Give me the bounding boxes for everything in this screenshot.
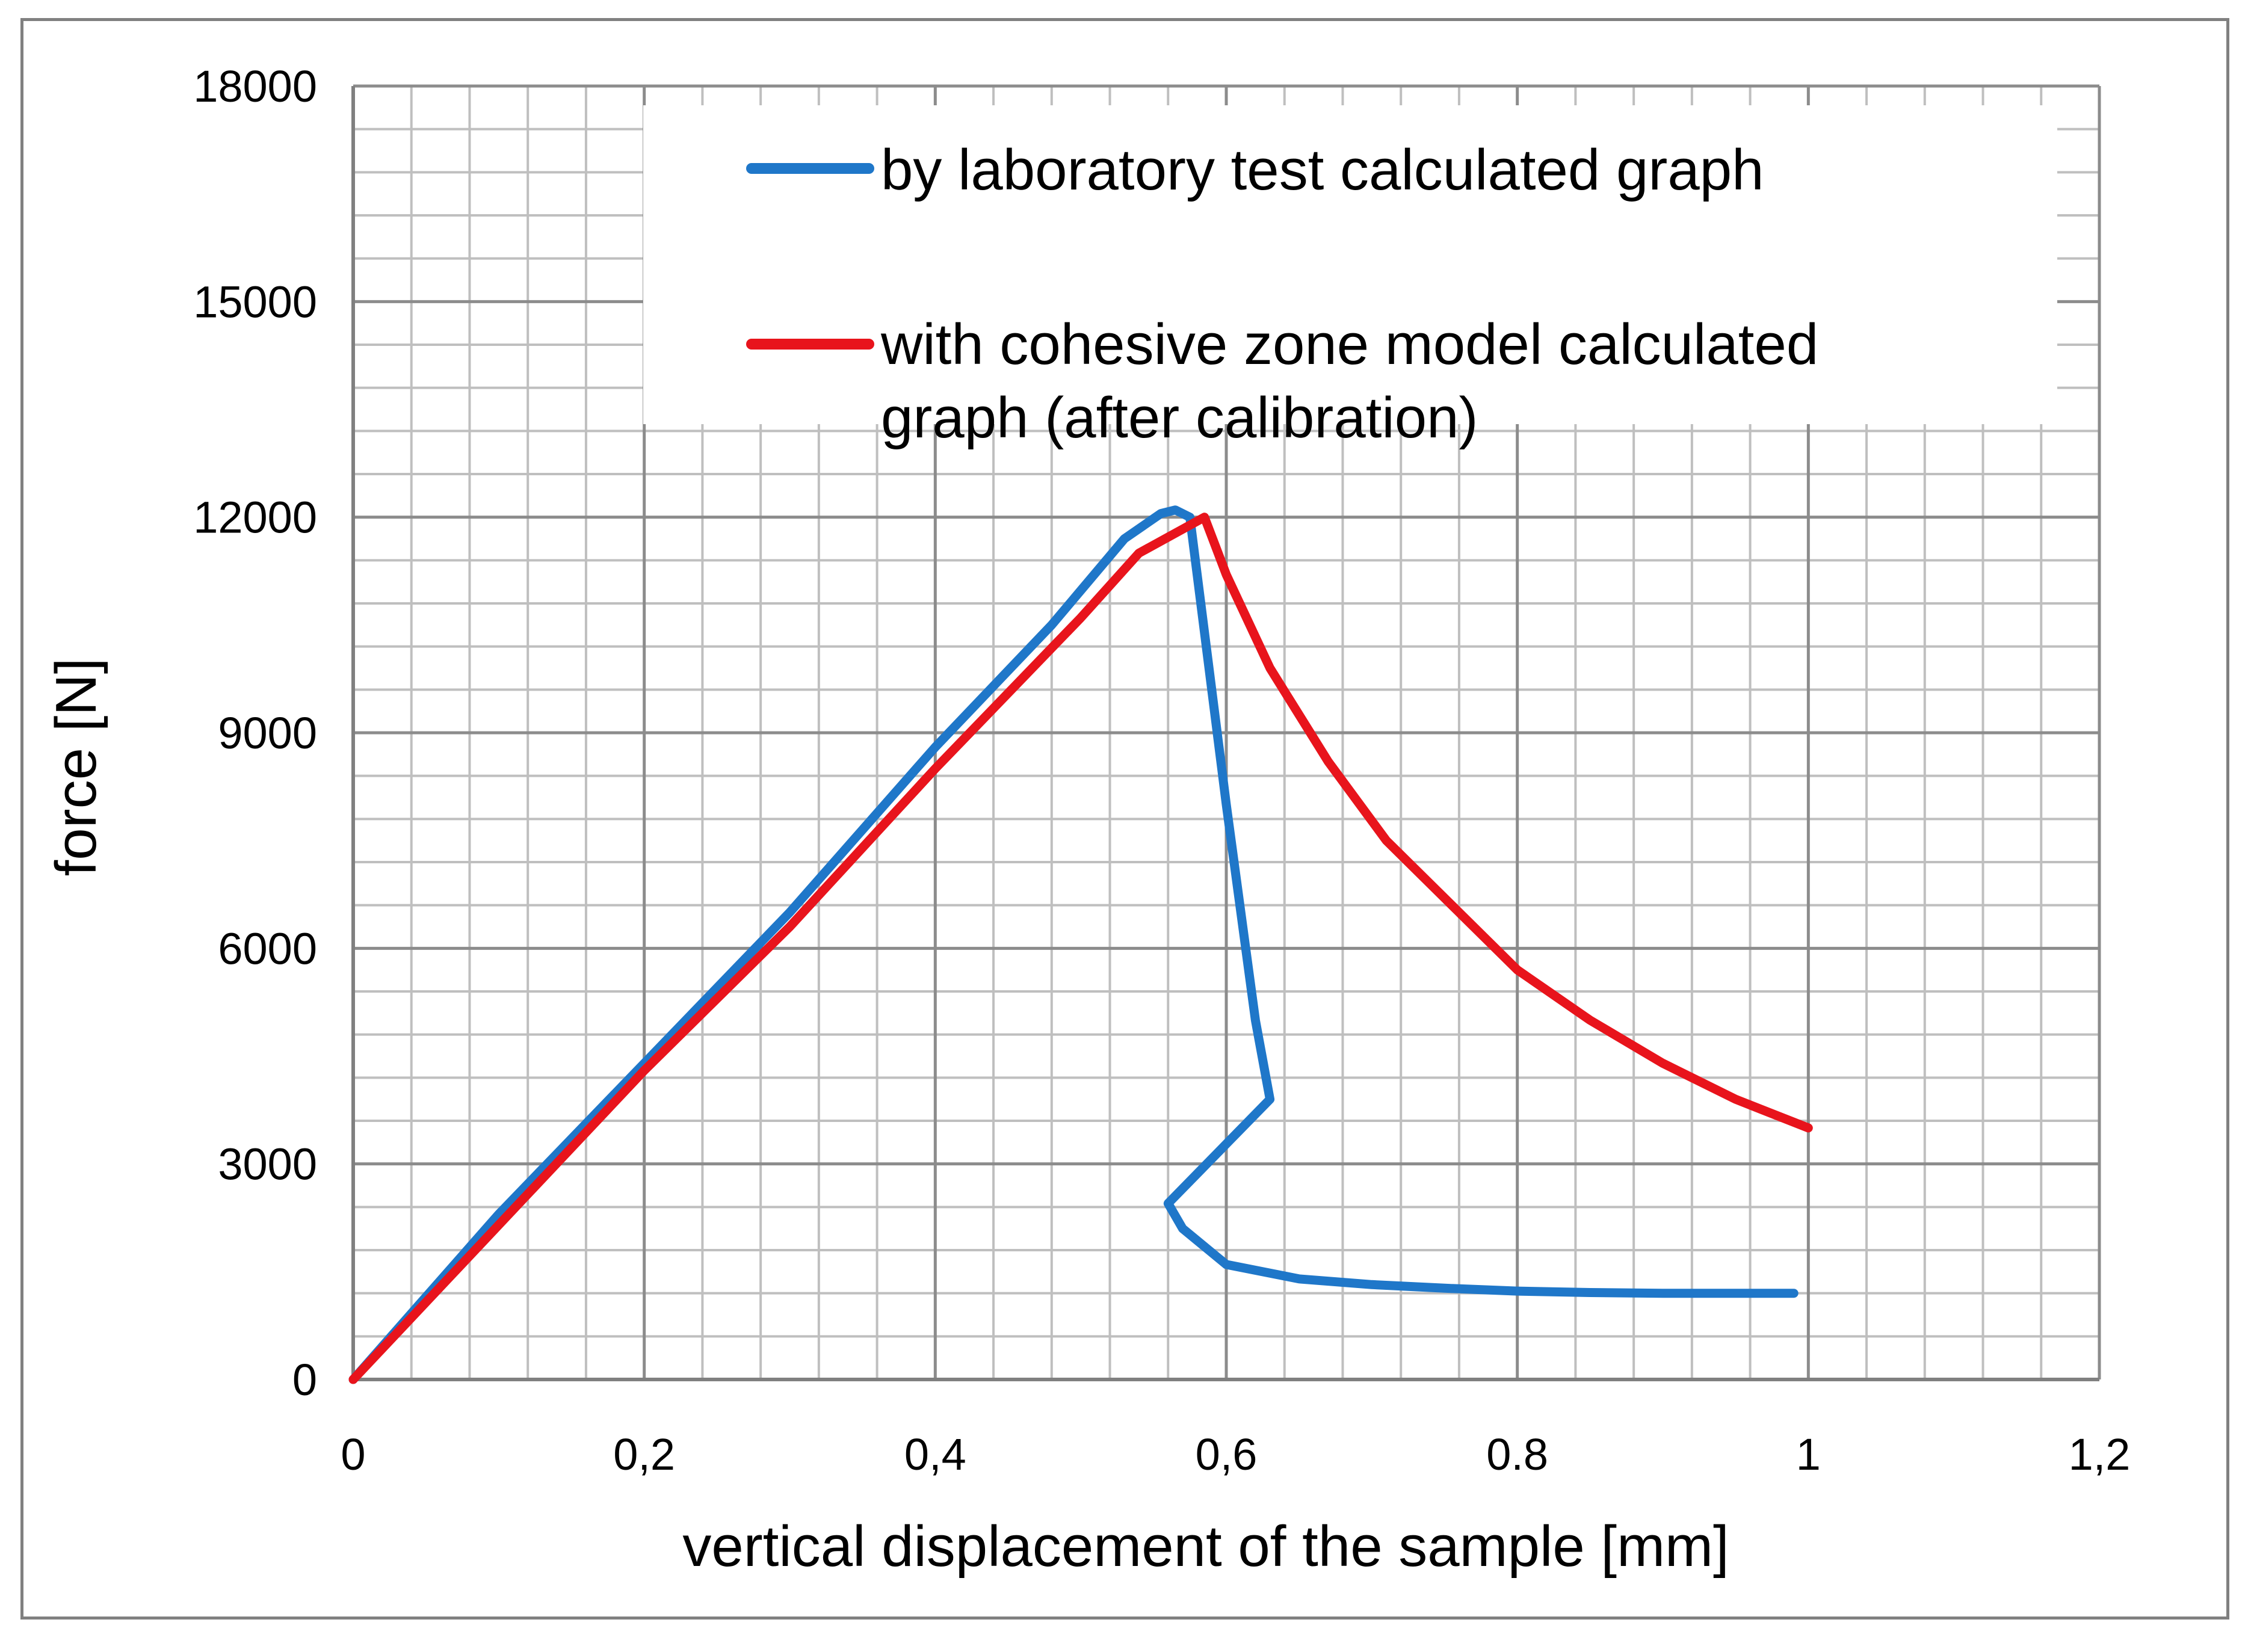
x-tick-label: 1 — [1796, 1429, 1821, 1479]
x-tick-label: 1,2 — [2069, 1429, 2131, 1479]
series-line-cohesive-zone — [348, 513, 1813, 1384]
y-tick-label: 0 — [292, 1355, 317, 1405]
legend-label-czm: with cohesive zone model calculated — [880, 312, 1818, 377]
chart-ticks: 0 3000 6000 9000 12000 15000 18000 0 0,2 0,4 0,6 0.… — [193, 61, 2130, 1479]
y-axis-title: force [N] — [44, 658, 108, 877]
chart-frame: 0 3000 6000 9000 12000 15000 18000 0 0,2 0,4 0,6 0.… — [20, 18, 2229, 1620]
x-axis-title: vertical displacement of the sample [mm] — [682, 1514, 1729, 1579]
x-tick-label: 0,2 — [613, 1429, 675, 1479]
y-tick-label: 9000 — [218, 708, 317, 758]
x-tick-label: 0,6 — [1196, 1429, 1258, 1479]
x-tick-label: 0,4 — [904, 1429, 966, 1479]
y-tick-label: 12000 — [193, 493, 317, 543]
legend-label-czm-cont: graph (after calibration) — [881, 386, 1478, 450]
x-tick-label: 0 — [341, 1429, 365, 1479]
x-tick-label: 0.8 — [1486, 1429, 1548, 1479]
legend-box — [643, 105, 2057, 424]
series-line-laboratory — [348, 505, 1799, 1384]
y-tick-label: 3000 — [218, 1139, 317, 1189]
y-tick-label: 6000 — [218, 923, 317, 973]
legend-label-lab: by laboratory test calculated graph — [881, 138, 1764, 202]
legend: by laboratory test calculated graph with… — [746, 138, 1818, 450]
chart-svg: 0 3000 6000 9000 12000 15000 18000 0 0,2 0,4 0,6 0.… — [44, 61, 2130, 1579]
y-tick-label: 18000 — [193, 61, 317, 111]
chart-lines — [348, 505, 1813, 1384]
y-tick-label: 15000 — [193, 277, 317, 327]
